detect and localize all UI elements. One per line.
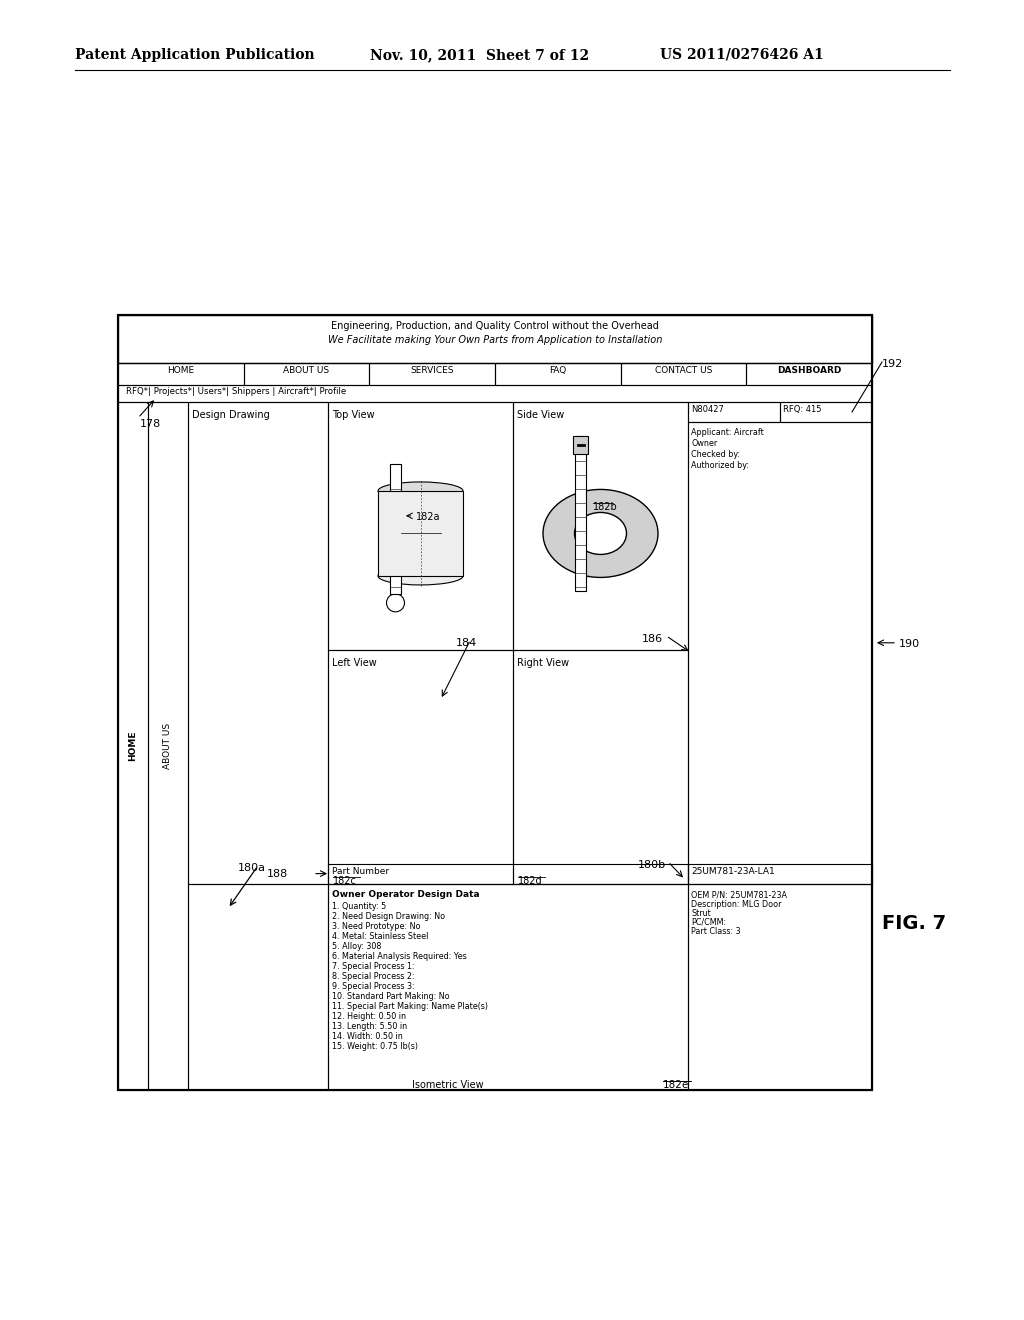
Text: FAQ: FAQ: [549, 366, 566, 375]
Text: 15. Weight: 0.75 lb(s): 15. Weight: 0.75 lb(s): [332, 1041, 418, 1051]
Text: Side View: Side View: [517, 411, 564, 420]
Text: CONTACT US: CONTACT US: [654, 366, 712, 375]
Text: Owner: Owner: [691, 440, 717, 447]
Text: Design Drawing: Design Drawing: [193, 411, 269, 420]
Bar: [621, 363, 746, 385]
Text: 3. Need Prototype: No: 3. Need Prototype: No: [332, 921, 421, 931]
Text: 7. Special Process 1:: 7. Special Process 1:: [332, 961, 415, 970]
Circle shape: [386, 594, 404, 612]
Text: Right View: Right View: [517, 657, 569, 668]
Text: Left View: Left View: [332, 657, 377, 668]
Bar: [118, 363, 244, 385]
Text: RFQ: 415: RFQ: 415: [783, 405, 821, 414]
Text: Nov. 10, 2011  Sheet 7 of 12: Nov. 10, 2011 Sheet 7 of 12: [370, 48, 589, 62]
Bar: [513, 403, 688, 649]
Text: OEM P/N: 25UM781-23A: OEM P/N: 25UM781-23A: [691, 891, 787, 900]
Text: Isometric View: Isometric View: [412, 1080, 483, 1090]
Ellipse shape: [543, 490, 658, 577]
Text: 182a: 182a: [416, 512, 440, 521]
Bar: [390, 463, 401, 594]
Text: Description: MLG Door: Description: MLG Door: [691, 900, 781, 908]
Text: 4. Metal: Stainless Steel: 4. Metal: Stainless Steel: [332, 932, 428, 941]
Text: US 2011/0276426 A1: US 2011/0276426 A1: [660, 48, 823, 62]
Bar: [688, 403, 780, 422]
Text: Owner Operator Design Data: Owner Operator Design Data: [332, 890, 479, 899]
Bar: [573, 436, 588, 454]
Text: RFQ*| Projects*| Users*| Shippers | Aircraft*| Profile: RFQ*| Projects*| Users*| Shippers | Airc…: [126, 387, 346, 396]
Bar: [188, 883, 328, 1090]
Text: 178: 178: [140, 418, 161, 429]
Text: 190: 190: [899, 639, 921, 649]
Text: 1. Quantity: 5: 1. Quantity: 5: [332, 902, 386, 911]
Text: ABOUT US: ABOUT US: [284, 366, 330, 375]
Text: 182e: 182e: [663, 1080, 689, 1090]
Bar: [513, 649, 688, 883]
Text: Top View: Top View: [332, 411, 375, 420]
Text: Part Number: Part Number: [332, 867, 389, 875]
Text: FIG. 7: FIG. 7: [882, 913, 946, 933]
Bar: [328, 883, 688, 1090]
Bar: [575, 436, 586, 590]
Bar: [118, 315, 872, 1090]
Text: Authorized by:: Authorized by:: [691, 461, 749, 470]
Bar: [188, 403, 328, 883]
Text: 8. Special Process 2:: 8. Special Process 2:: [332, 972, 415, 981]
Ellipse shape: [378, 568, 463, 585]
Text: 13. Length: 5.50 in: 13. Length: 5.50 in: [332, 1022, 408, 1031]
Text: 180b: 180b: [638, 859, 666, 870]
Text: 182d: 182d: [518, 875, 543, 886]
Bar: [328, 863, 688, 883]
Ellipse shape: [574, 512, 627, 554]
Text: 6. Material Analysis Required: Yes: 6. Material Analysis Required: Yes: [332, 952, 467, 961]
Text: 5. Alloy: 308: 5. Alloy: 308: [332, 941, 381, 950]
Bar: [780, 403, 872, 422]
Bar: [328, 403, 513, 649]
Text: 184: 184: [456, 638, 477, 648]
Bar: [244, 363, 370, 385]
Text: Checked by:: Checked by:: [691, 450, 740, 459]
Bar: [370, 363, 495, 385]
Text: ABOUT US: ABOUT US: [164, 723, 172, 770]
Text: Patent Application Publication: Patent Application Publication: [75, 48, 314, 62]
Text: DASHBOARD: DASHBOARD: [777, 366, 842, 375]
Text: 182b: 182b: [593, 502, 617, 512]
Text: 2. Need Design Drawing: No: 2. Need Design Drawing: No: [332, 912, 445, 920]
Ellipse shape: [378, 482, 463, 500]
Text: HOME: HOME: [167, 366, 195, 375]
Text: 192: 192: [882, 359, 903, 370]
Text: 12. Height: 0.50 in: 12. Height: 0.50 in: [332, 1011, 406, 1020]
Bar: [688, 863, 872, 883]
Text: N80427: N80427: [691, 405, 724, 414]
Bar: [118, 315, 872, 363]
Bar: [495, 363, 621, 385]
Text: Strut: Strut: [691, 908, 711, 917]
Text: 186: 186: [642, 634, 663, 644]
Text: 25UM781-23A-LA1: 25UM781-23A-LA1: [691, 867, 775, 875]
Text: 188: 188: [266, 869, 288, 879]
Text: 9. Special Process 3:: 9. Special Process 3:: [332, 982, 415, 990]
Bar: [688, 422, 872, 883]
Text: PC/CMM:: PC/CMM:: [691, 917, 726, 927]
Text: SERVICES: SERVICES: [411, 366, 454, 375]
Bar: [688, 883, 872, 1090]
Text: 180a: 180a: [238, 862, 266, 873]
Bar: [118, 385, 872, 403]
Text: We Facilitate making Your Own Parts from Application to Installation: We Facilitate making Your Own Parts from…: [328, 335, 663, 345]
Text: 10. Standard Part Making: No: 10. Standard Part Making: No: [332, 991, 450, 1001]
Text: 182c: 182c: [333, 875, 357, 886]
Text: Applicant: Aircraft: Applicant: Aircraft: [691, 428, 764, 437]
Text: Engineering, Production, and Quality Control without the Overhead: Engineering, Production, and Quality Con…: [331, 321, 658, 331]
Bar: [118, 403, 148, 1090]
Text: HOME: HOME: [128, 731, 137, 762]
Bar: [328, 649, 513, 883]
Text: Part Class: 3: Part Class: 3: [691, 927, 740, 936]
Text: 14. Width: 0.50 in: 14. Width: 0.50 in: [332, 1032, 402, 1040]
Bar: [118, 315, 872, 1090]
Bar: [746, 363, 872, 385]
Text: 11. Special Part Making: Name Plate(s): 11. Special Part Making: Name Plate(s): [332, 1002, 488, 1011]
Bar: [378, 491, 463, 576]
Bar: [148, 403, 188, 1090]
